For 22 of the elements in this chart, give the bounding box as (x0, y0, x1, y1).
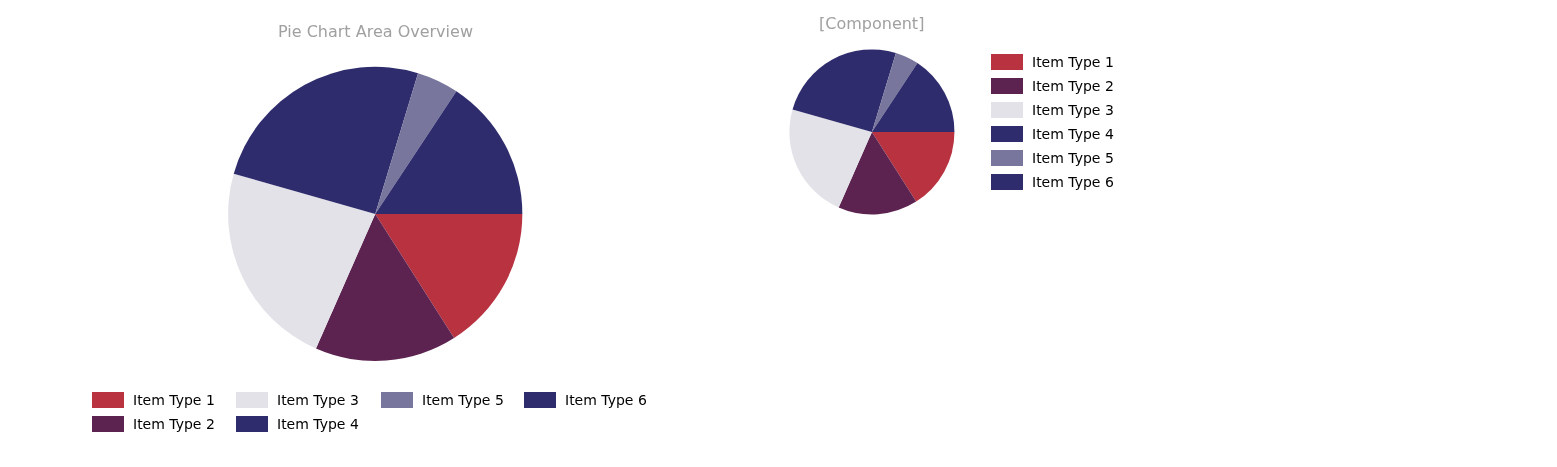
chart-title: Pie Chart Area Overview (278, 22, 473, 41)
pie-slice (375, 213, 523, 339)
legend-label: Item Type 1 (133, 392, 215, 408)
pie-slice (375, 73, 457, 214)
pie-slice (871, 131, 955, 202)
legend-label: Item Type 6 (565, 392, 647, 408)
legend-label: Item Type 2 (133, 416, 215, 432)
legend-label: Item Type 4 (1032, 126, 1114, 142)
legend-label: Item Type 5 (422, 392, 504, 408)
legend-label: Item Type 3 (1032, 102, 1114, 118)
pie-slice (228, 173, 376, 349)
pie-slice (789, 109, 872, 208)
chart-title: [Component] (819, 14, 925, 33)
legend-label: Item Type 4 (277, 416, 359, 432)
legend-label: Item Type 3 (277, 392, 359, 408)
pie-slice (838, 131, 917, 215)
pie-slice (315, 213, 455, 361)
legend-label: Item Type 5 (1032, 150, 1114, 166)
legend-label: Item Type 1 (1032, 54, 1114, 70)
legend-label: Item Type 2 (1032, 78, 1114, 94)
pie-slice (871, 52, 918, 132)
legend-label: Item Type 6 (1032, 174, 1114, 190)
